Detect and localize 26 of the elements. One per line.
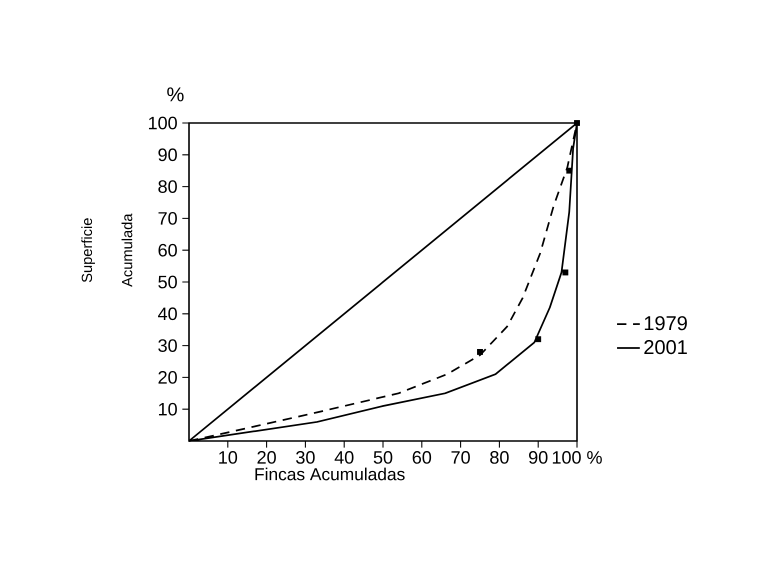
legend-label: 1979 (644, 316, 687, 330)
x-tick-label: 40 (334, 451, 354, 464)
x-tick-label: 100 % (552, 451, 602, 464)
x-tick-label: 60 (412, 451, 432, 464)
y-tick-label: 20 (158, 371, 177, 384)
y-tick-label: 40 (158, 307, 177, 320)
x-axis-title: Fincas Acumuladas (255, 468, 405, 480)
text: % (167, 87, 184, 102)
y-tick-label: 10 (158, 402, 177, 416)
x-tick-label: 30 (296, 451, 315, 464)
y-tick-label: 60 (158, 244, 177, 257)
legend-label: 2001 (644, 340, 687, 354)
text: Acumulada (122, 214, 132, 287)
y-tick-label: 100 (148, 116, 177, 130)
y-tick-label: 80 (158, 180, 177, 193)
y-tick-label: 70 (158, 212, 177, 225)
x-tick-label: 80 (490, 451, 509, 464)
y-axis-title: Superficie (81, 218, 95, 282)
x-tick-label: 20 (257, 451, 276, 464)
y-tick-label: 50 (158, 276, 177, 288)
x-tick-label: 50 (374, 451, 392, 464)
x-tick-label: 10 (219, 451, 238, 464)
x-tick-label: 90 (529, 451, 548, 464)
y-tick-label: 30 (158, 339, 177, 352)
y-tick-label: 90 (158, 148, 177, 162)
x-tick-label: 70 (452, 451, 470, 464)
